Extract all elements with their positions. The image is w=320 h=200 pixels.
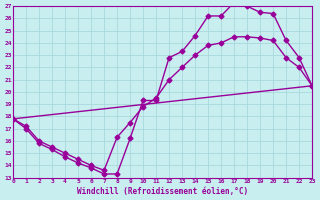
X-axis label: Windchill (Refroidissement éolien,°C): Windchill (Refroidissement éolien,°C) [77, 187, 248, 196]
